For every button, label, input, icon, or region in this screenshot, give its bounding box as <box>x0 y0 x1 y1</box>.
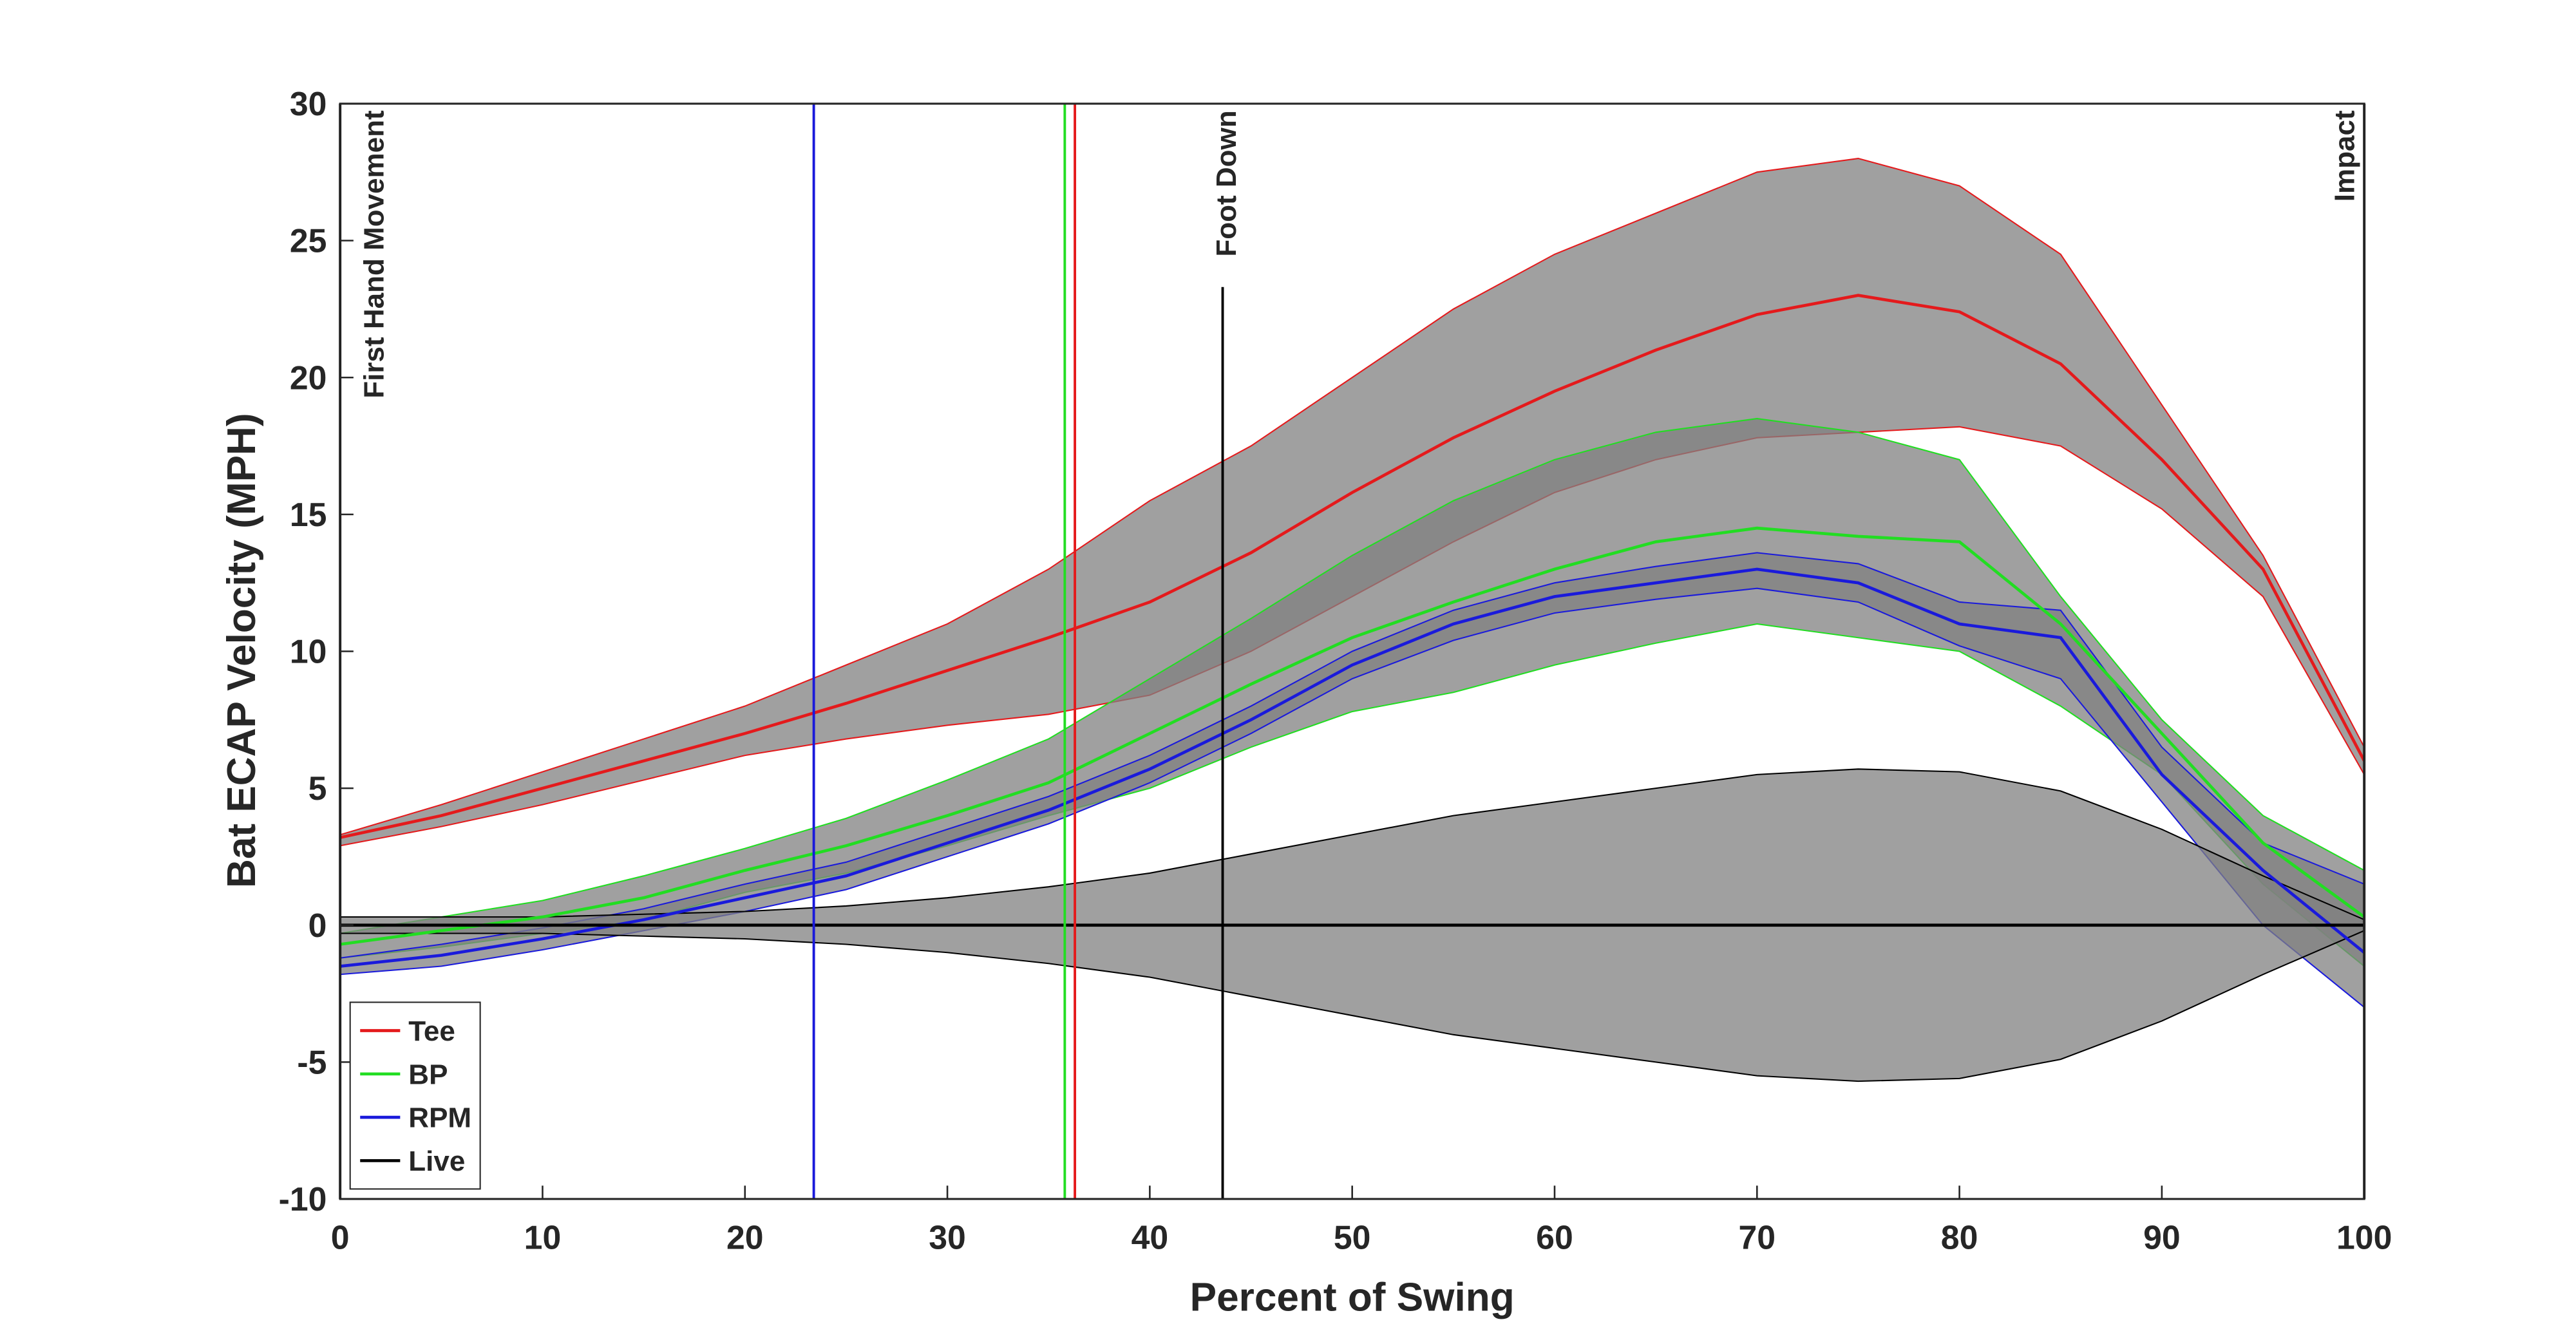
legend: Tee BP RPM Live <box>349 1001 481 1190</box>
x-tick-label: 60 <box>1536 1219 1573 1256</box>
series-line <box>339 294 2366 839</box>
x-tick-label: 40 <box>1132 1219 1169 1256</box>
band-edge <box>340 930 2365 1082</box>
band-edge <box>339 158 2365 836</box>
x-tick-label: 80 <box>1941 1219 1978 1256</box>
event-label: Impact <box>2329 110 2361 202</box>
y-tick-label: 10 <box>290 633 327 670</box>
event-label: Foot Down <box>1211 110 1242 256</box>
x-axis-label: Percent of Swing <box>1190 1275 1515 1319</box>
y-axis-label: Bat ECAP Velocity (MPH) <box>220 413 264 888</box>
legend-label: Live <box>408 1146 465 1177</box>
x-tick-label: 20 <box>726 1219 764 1256</box>
confidence-band <box>340 158 2365 846</box>
legend-box <box>349 1001 481 1190</box>
x-tick-label: 100 <box>2336 1219 2392 1256</box>
y-tick-label: 0 <box>308 907 327 944</box>
y-tick-label: 30 <box>290 85 327 122</box>
band-edge <box>340 552 2365 959</box>
x-tick-label: 30 <box>929 1219 966 1256</box>
x-tick-label: 0 <box>331 1219 350 1256</box>
confidence-band <box>340 419 2365 967</box>
legend-label: Tee <box>408 1015 455 1047</box>
event-label: First Hand Movement <box>358 110 390 399</box>
legend-label: RPM <box>408 1102 471 1134</box>
series-line <box>339 526 2365 946</box>
legend-label: BP <box>408 1059 448 1090</box>
y-tick-label: 5 <box>308 769 327 807</box>
y-tick-label: 25 <box>290 222 327 260</box>
x-tick-label: 10 <box>524 1219 562 1256</box>
x-tick-label: 50 <box>1334 1219 1371 1256</box>
y-tick-label: -5 <box>297 1043 327 1081</box>
y-tick-label: -10 <box>279 1180 327 1218</box>
x-tick-label: 70 <box>1738 1219 1776 1256</box>
band-edge <box>339 417 2365 934</box>
series-line <box>339 567 2365 968</box>
y-tick-label: 20 <box>290 359 327 396</box>
y-tick-label: 15 <box>290 496 327 533</box>
x-tick-label: 90 <box>2143 1219 2181 1256</box>
